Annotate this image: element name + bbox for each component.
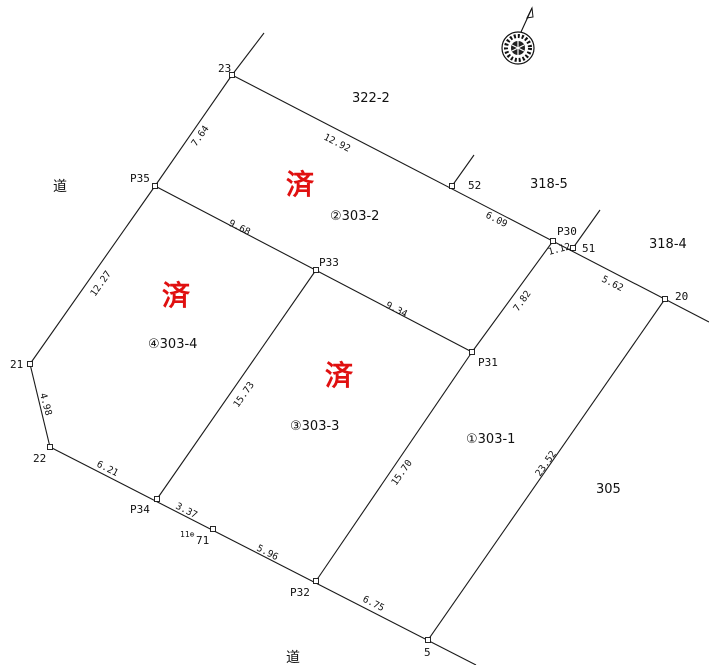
point-label-71: 71: [196, 534, 209, 547]
dim-p32-p31: 15.70: [389, 458, 415, 488]
survey-point-51: [570, 245, 576, 251]
line-20-5: [427, 298, 666, 641]
dim-p34-p33: 15.73: [231, 380, 256, 410]
point-label-p30: P30: [557, 225, 577, 238]
lot-labels: ②303-2 ④303-4 ③303-3 ①303-1: [148, 209, 515, 447]
point-label-p33: P33: [319, 256, 339, 269]
neighbor-label-318-5: 318-5: [530, 177, 568, 192]
survey-point-p31: [469, 349, 475, 355]
completed-stamp-lot4: 済: [162, 279, 191, 312]
lot-label-303-3: ③303-3: [290, 419, 339, 434]
boundary-lines: [29, 32, 709, 665]
dim-p35-p33: 9.68: [227, 218, 253, 238]
neighbor-label-322-2: 322-2: [352, 91, 390, 106]
completed-stamp-lot3: 済: [325, 359, 354, 392]
point-label-22: 22: [33, 452, 46, 465]
survey-point-21: [27, 361, 33, 367]
survey-points: [27, 72, 668, 643]
survey-point-p30: [550, 238, 556, 244]
neighbor-label-305: 305: [596, 482, 621, 497]
survey-point-20: [662, 296, 668, 302]
point-label-p34: P34: [130, 503, 150, 516]
point-label-20: 20: [675, 290, 688, 303]
survey-point-p33: [313, 267, 319, 273]
survey-point-52: [449, 183, 455, 189]
point-label-52: 52: [468, 179, 481, 192]
point-label-51: 51: [582, 242, 595, 255]
line-52-ext: [451, 154, 475, 187]
road-label-south: 道: [286, 650, 300, 665]
neighbor-label-318-4: 318-4: [649, 237, 687, 252]
line-23-p35: [154, 74, 233, 187]
survey-point-22: [47, 444, 53, 450]
line-21-22: [29, 363, 51, 448]
point-label-71-note: 11⊕: [180, 530, 195, 539]
north-arrow-compass-icon: [501, 6, 535, 65]
dim-52-p30: 6.09: [484, 210, 510, 230]
neighbor-labels: 322-2 318-5 318-4 305: [352, 91, 687, 497]
line-23-ext-north: [231, 32, 265, 76]
point-label-p35: P35: [130, 172, 150, 185]
survey-point-71: [210, 526, 216, 532]
line-22-5-ext: [49, 446, 477, 665]
point-labels: 23 52 P30 51 20 P35 P33 P31 21 22 P34 11…: [10, 62, 688, 659]
line-p31-p30: [471, 240, 554, 353]
completed-stamp-lot2: 済: [286, 168, 315, 201]
line-51-ext: [572, 209, 601, 249]
survey-point-p32: [313, 578, 319, 584]
line-23-52-p30-51-20-ext: [231, 74, 709, 323]
survey-point-p34: [154, 496, 160, 502]
dim-p32-5: 6.75: [361, 594, 386, 614]
lot-label-303-1: ①303-1: [466, 432, 515, 447]
dim-p34-71: 3.37: [174, 501, 199, 521]
survey-point-23: [229, 72, 235, 78]
completed-stamps: 済 済 済: [162, 168, 354, 392]
line-p31-p32: [315, 351, 473, 582]
survey-point-5: [425, 637, 431, 643]
line-p33-p34: [156, 269, 317, 500]
road-label-west: 道: [53, 179, 67, 195]
dim-p33-p31: 9.34: [384, 300, 410, 320]
lot-label-303-2: ②303-2: [330, 209, 379, 224]
point-label-p31: P31: [478, 356, 498, 369]
point-label-21: 21: [10, 358, 23, 371]
point-label-23: 23: [218, 62, 231, 75]
point-label-5: 5: [424, 646, 431, 659]
dim-5-20: 23.52: [533, 449, 558, 479]
dim-71-p32: 5.96: [255, 543, 281, 563]
survey-point-p35: [152, 183, 158, 189]
dim-23-p35: 7.64: [189, 123, 211, 148]
point-label-p32: P32: [290, 586, 310, 599]
dim-p35-21: 12.27: [88, 269, 113, 299]
lot-label-303-4: ④303-4: [148, 337, 197, 352]
dim-p31-p30: 7.82: [511, 289, 533, 314]
line-p35-21: [29, 185, 156, 365]
